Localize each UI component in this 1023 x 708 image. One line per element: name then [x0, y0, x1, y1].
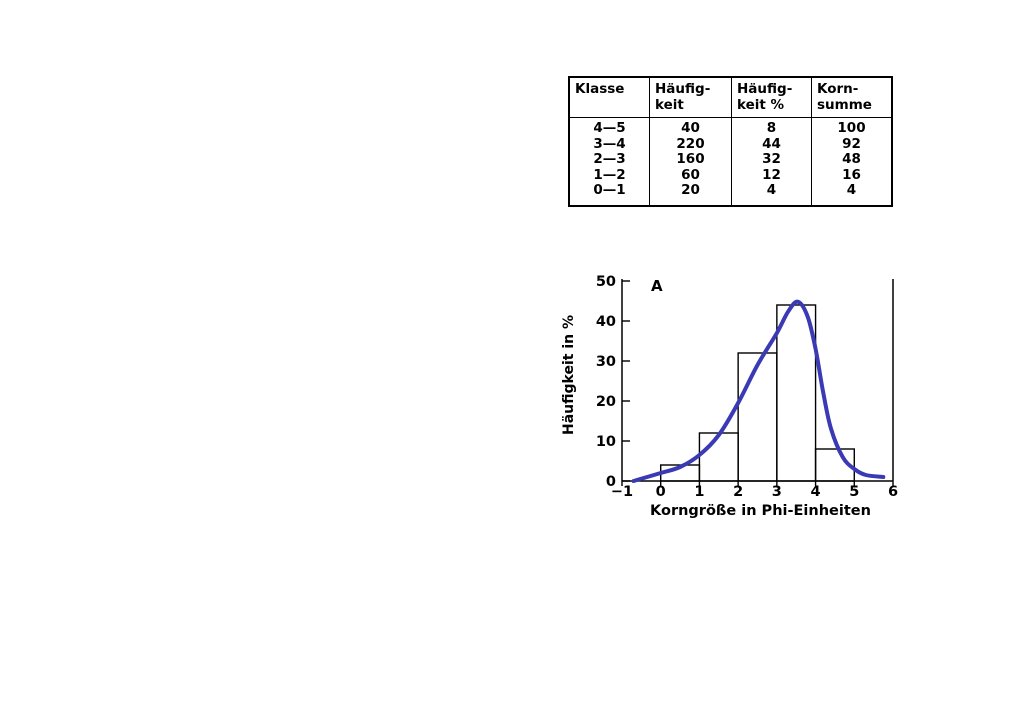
histogram-bar [698, 432, 739, 482]
cell-haeufigkeit: 60 [649, 167, 732, 183]
cell-haeufigkeit: 160 [649, 151, 732, 168]
x-tick-label: 2 [733, 484, 743, 500]
cell-haeufigkeit: 20 [649, 182, 732, 206]
x-tick-label: 4 [811, 484, 821, 500]
cell-klasse: 0—1 [568, 182, 650, 206]
table-row: 3—4 220 44 92 [568, 136, 893, 152]
cell-haeufigkeit: 220 [649, 136, 732, 152]
cell-haeufigkeit-prozent: 4 [731, 182, 812, 206]
cell-haeufigkeit: 40 [649, 117, 732, 137]
cell-klasse: 1—2 [568, 167, 650, 183]
y-tick-label: 20 [596, 394, 616, 410]
table-row: 2—3 160 32 48 [568, 151, 893, 168]
cell-kornsumme: 100 [811, 117, 893, 137]
y-tick-label: 50 [596, 274, 616, 290]
cell-haeufigkeit-prozent: 44 [731, 136, 812, 152]
x-tick-label: 0 [656, 484, 666, 500]
table-row: 4—5 40 8 100 [568, 117, 893, 137]
header-haeufigkeit: Häufig-keit [649, 76, 732, 118]
y-tick-label: 40 [596, 314, 616, 330]
x-tick-label: −1 [611, 484, 633, 500]
table-row: 1—2 60 12 16 [568, 167, 893, 183]
x-axis-label: Korngröße in Phi-Einheiten [650, 503, 871, 519]
table-header-row: Klasse Häufig-keit Häufig-keit % Korn-su… [568, 76, 893, 118]
header-klasse: Klasse [568, 76, 650, 118]
y-axis-label: Häufigkeit in % [561, 315, 577, 435]
x-tick-label: 1 [694, 484, 704, 500]
histogram-bar [737, 352, 778, 482]
y-tick-label: 0 [606, 474, 616, 490]
frequency-table: Klasse Häufig-keit Häufig-keit % Korn-su… [568, 76, 893, 207]
chart-title: A [651, 277, 663, 295]
y-tick-label: 30 [596, 354, 616, 370]
cell-kornsumme: 16 [811, 167, 893, 183]
distribution-curve [631, 299, 886, 483]
cell-haeufigkeit-prozent: 12 [731, 167, 812, 183]
x-tick-label: 3 [772, 484, 782, 500]
y-tick-label: 10 [596, 434, 616, 450]
x-tick-label: 6 [888, 484, 898, 500]
cell-kornsumme: 92 [811, 136, 893, 152]
cell-kornsumme: 48 [811, 151, 893, 168]
cell-haeufigkeit-prozent: 8 [731, 117, 812, 137]
header-haeufigkeit-prozent: Häufig-keit % [731, 76, 812, 118]
x-tick-label: 5 [849, 484, 859, 500]
cell-haeufigkeit-prozent: 32 [731, 151, 812, 168]
cell-kornsumme: 4 [811, 182, 893, 206]
table-row: 0—1 20 4 4 [568, 182, 893, 206]
header-kornsumme: Korn-summe [811, 76, 893, 118]
